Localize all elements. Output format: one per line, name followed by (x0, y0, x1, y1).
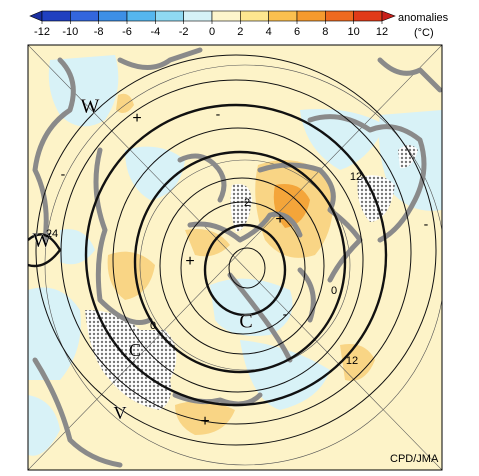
map-label: 0 (331, 285, 337, 297)
colorbar-high-triangle (381, 10, 396, 22)
colorbar-tick-label: -10 (62, 26, 78, 38)
map-label: W (33, 230, 52, 252)
colorbar-segment (126, 10, 156, 22)
map-label: V (114, 403, 127, 423)
colorbar-low-triangle (29, 10, 43, 22)
colorbar-segment (183, 10, 213, 22)
colorbar-tick-label: -8 (94, 26, 104, 38)
colorbar-segment (211, 10, 241, 22)
contours (28, 54, 437, 446)
map (28, 45, 442, 470)
map-label: - (424, 216, 429, 232)
colorbar-segment (296, 10, 326, 22)
map-label: + (200, 413, 209, 430)
colorbar-tick-label: 4 (266, 26, 272, 38)
colorbar-segment (353, 10, 383, 22)
map-label: - (283, 306, 288, 322)
map-label: 2 (244, 197, 250, 209)
colorbar-tick-label: -4 (150, 26, 160, 38)
colorbar-segment (70, 10, 99, 22)
colorbar-segment (155, 10, 184, 22)
map-label: 0 (150, 320, 156, 332)
map-label: 12 (346, 355, 358, 367)
colorbar-tick-label: -2 (179, 26, 189, 38)
colorbar-segment (41, 10, 71, 22)
map-label: W (81, 96, 100, 118)
colorbar-tick-label: -6 (122, 26, 132, 38)
colorbar-label: anomalies (398, 12, 449, 24)
map-frame (27, 44, 443, 471)
map-label: 24 (46, 228, 58, 240)
colorbar-segment (240, 10, 269, 22)
credit: CPD/JMA (390, 453, 439, 465)
map-label: + (185, 253, 194, 270)
colorbar: -12 -10 -8 -6 -4 -2 0 2 4 6 8 10 12 (29, 10, 396, 38)
colorbar-unit: (°C) (414, 27, 434, 39)
colorbar-tick-label: 12 (376, 26, 388, 38)
map-label: 12 (350, 171, 362, 183)
graticule (28, 45, 442, 470)
colorbar-segment (98, 10, 128, 22)
map-label: + (275, 211, 284, 228)
map-label: C (239, 311, 252, 333)
colorbar-tick-label: -12 (34, 26, 50, 38)
colorbar-tick-label: 2 (237, 26, 243, 38)
colorbar-tick-label: 0 (209, 26, 215, 38)
colorbar-tick-label: 10 (348, 26, 360, 38)
map-label: + (132, 110, 141, 127)
colorbar-segment (268, 10, 298, 22)
colorbar-segment (325, 10, 354, 22)
map-label: - (216, 106, 221, 122)
colorbar-tick-label: 8 (322, 26, 328, 38)
map-label: C (129, 340, 141, 360)
map-labels: W W C V C 12 2 0 12 24 0 - - - - + + + + (32, 95, 429, 430)
colorbar-tick-label: 6 (294, 26, 300, 38)
map-label: - (61, 166, 66, 182)
